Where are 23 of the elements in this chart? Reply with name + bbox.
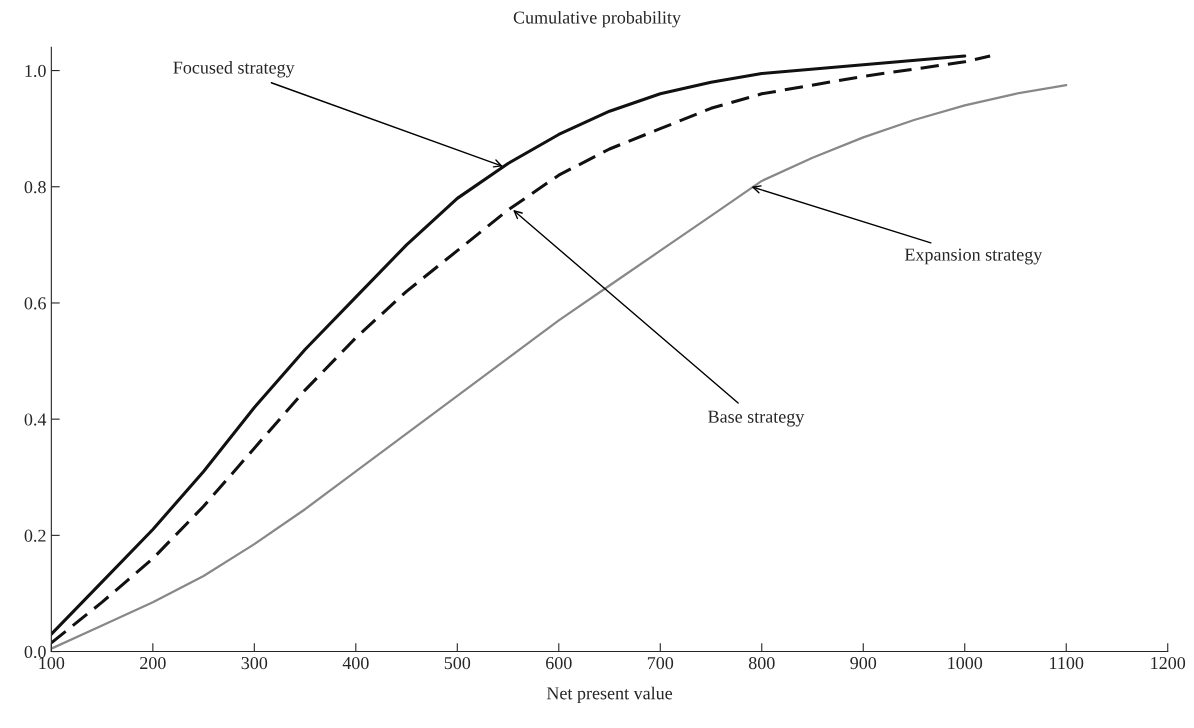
x-tick-label: 300	[241, 656, 268, 670]
annotation: Base strategy	[708, 410, 805, 427]
annotation: Focused strategy	[173, 60, 295, 78]
y-tick-label: 0.6	[24, 297, 46, 310]
chart-title: Cumulative probability	[513, 10, 681, 28]
x-tick-label: 200	[140, 656, 166, 670]
x-axis-title: Net present value	[546, 686, 673, 704]
x-tick-label: 1000	[948, 656, 983, 670]
x-tick-label: 400	[342, 656, 369, 670]
x-tick-label: 900	[850, 656, 877, 670]
x-tick-label: 500	[444, 656, 471, 670]
x-tick-label: 1200	[1151, 656, 1186, 670]
x-tick-label: 1100	[1050, 656, 1084, 670]
x-tick-label: 800	[748, 656, 775, 670]
x-tick-label: 100	[39, 656, 65, 670]
x-tick-label: 700	[647, 656, 674, 670]
y-tick-label: 0.8	[24, 181, 46, 194]
y-tick-label: 0.4	[24, 413, 47, 426]
y-tick-label: 0.2	[24, 529, 46, 542]
x-tick-label: 600	[546, 656, 572, 670]
y-tick-label: 0.0	[24, 645, 46, 659]
annotation: Expansion strategy	[904, 248, 1043, 265]
y-tick-label: 1.0	[25, 64, 46, 78]
